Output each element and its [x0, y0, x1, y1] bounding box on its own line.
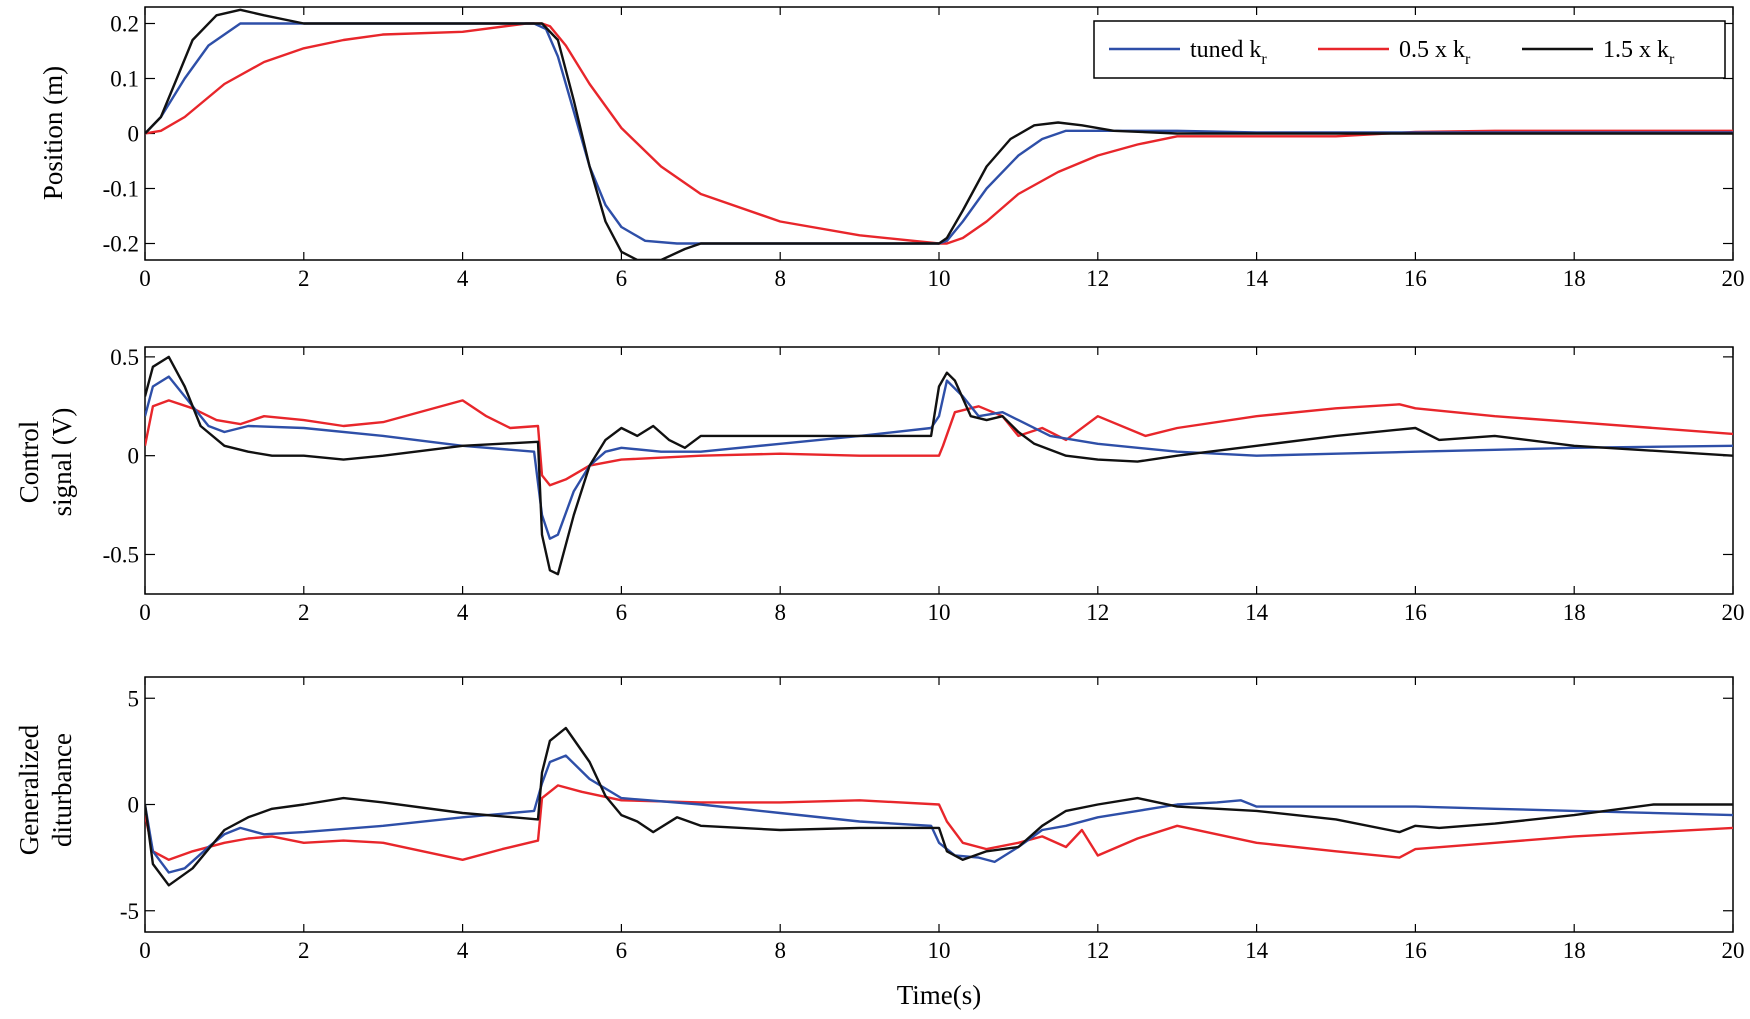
disturbance-x-tick-label: 6 — [616, 938, 628, 963]
position-x-tick-label: 8 — [774, 266, 786, 291]
disturbance-x-ticks: 0 2 4 6 8 10 12 14 16 18 20 — [139, 677, 1745, 963]
position-lines — [145, 8, 1733, 260]
disturbance-x-tick-label: 10 — [928, 938, 951, 963]
control-y-tick-label: 0 — [128, 444, 140, 469]
position-x-tick-label: 2 — [298, 266, 310, 291]
control-x-tick-label: 14 — [1245, 600, 1269, 625]
control-x-tick-label: 12 — [1086, 600, 1109, 625]
control-y-label: Control signal (V) — [14, 408, 77, 517]
control-x-tick-label: 8 — [774, 600, 786, 625]
position-series-half — [145, 22, 1733, 245]
legend-box — [1093, 20, 1726, 79]
legend-entry-half: 0.5 x kr — [1399, 37, 1471, 68]
control-y-tick-label: -0.5 — [103, 542, 139, 567]
position-x-tick-label: 18 — [1563, 266, 1586, 291]
position-x-tick-label: 14 — [1245, 266, 1269, 291]
control-x-tick-label: 2 — [298, 600, 310, 625]
disturbance-series-tuned — [145, 754, 1733, 874]
control-x-tick-label: 0 — [139, 600, 151, 625]
disturbance-x-tick-label: 0 — [139, 938, 151, 963]
legend: tuned kr 0.5 x kr 1.5 x kr — [1093, 20, 1726, 79]
control-y-ticks: 0.5 0 -0.5 — [103, 345, 1733, 567]
disturbance-panel: 0 2 4 6 8 10 12 14 16 18 20 50-5 Generalized diturb… — [14, 676, 1745, 963]
control-series-onehalf — [145, 355, 1733, 576]
position-x-tick-label: 20 — [1722, 266, 1745, 291]
disturbance-y-ticks: 5 0 -5 — [120, 686, 1733, 924]
control-panel: 0 2 4 6 8 10 12 14 16 18 20 0.5 0 -0.5 Control signal… — [14, 345, 1745, 625]
control-series-half — [145, 399, 1733, 487]
position-y-label: Position (m) — [38, 66, 68, 200]
disturbance-x-tick-label: 8 — [774, 938, 786, 963]
control-plot-area — [144, 346, 1734, 595]
legend-entry-tuned: tuned kr — [1190, 37, 1267, 68]
disturbance-x-tick-label: 14 — [1245, 938, 1269, 963]
disturbance-y-label: Generalized diturbance — [14, 724, 77, 855]
position-y-tick-label: 0.1 — [110, 67, 139, 92]
control-y-tick-label: 0.5 — [110, 345, 139, 370]
control-x-tick-label: 10 — [928, 600, 951, 625]
disturbance-x-tick-label: 18 — [1563, 938, 1586, 963]
control-x-tick-label: 16 — [1404, 600, 1427, 625]
disturbance-x-tick-label: 2 — [298, 938, 310, 963]
control-x-ticks: 0 2 4 6 8 10 12 14 16 18 20 — [139, 347, 1745, 625]
position-x-tick-label: 0 — [139, 266, 151, 291]
disturbance-series-half — [145, 784, 1733, 861]
control-x-tick-label: 4 — [457, 600, 469, 625]
position-y-tick-label: 0.2 — [110, 12, 139, 37]
control-x-tick-label: 6 — [616, 600, 628, 625]
position-y-ticks: 0.2 0.1 0 -0.1 -0.2 — [103, 12, 1733, 257]
position-series-onehalf — [145, 8, 1733, 260]
position-x-tick-label: 12 — [1086, 266, 1109, 291]
disturbance-x-tick-label: 12 — [1086, 938, 1109, 963]
position-panel: 0 2 4 6 8 10 12 14 16 18 20 0.2 0.1 0 -0.1 -0.2 Positi… — [38, 6, 1745, 291]
position-x-tick-label: 6 — [616, 266, 628, 291]
disturbance-series-onehalf — [145, 726, 1733, 887]
position-y-tick-label: -0.2 — [103, 232, 139, 257]
disturbance-y-tick-label: -5 — [120, 899, 139, 924]
disturbance-x-tick-label: 20 — [1722, 938, 1745, 963]
position-y-tick-label: 0 — [128, 122, 140, 147]
disturbance-x-tick-label: 16 — [1404, 938, 1427, 963]
disturbance-x-tick-label: 4 — [457, 938, 469, 963]
disturbance-y-tick-label: 0 — [128, 793, 140, 818]
control-lines — [145, 355, 1733, 576]
legend-entry-onehalf: 1.5 x kr — [1603, 37, 1675, 68]
position-y-tick-label: -0.1 — [103, 177, 139, 202]
position-x-tick-label: 10 — [928, 266, 951, 291]
disturbance-y-tick-label: 5 — [128, 686, 140, 711]
control-x-tick-label: 18 — [1563, 600, 1586, 625]
position-series-tuned — [145, 22, 1733, 245]
control-x-tick-label: 20 — [1722, 600, 1745, 625]
position-x-tick-label: 16 — [1404, 266, 1427, 291]
x-axis-label: Time(s) — [897, 980, 982, 1010]
control-series-tuned — [145, 375, 1733, 540]
position-x-tick-label: 4 — [457, 266, 469, 291]
disturbance-lines — [145, 726, 1733, 887]
position-x-ticks: 0 2 4 6 8 10 12 14 16 18 20 — [139, 7, 1745, 291]
